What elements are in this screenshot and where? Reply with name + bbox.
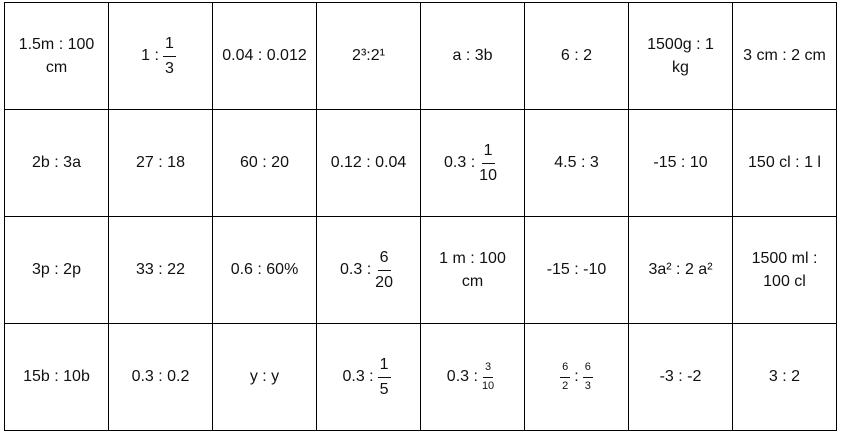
cell: 33 : 22 <box>108 216 213 324</box>
cell: 2b : 3a <box>4 109 109 217</box>
cell-text: 0.3 : <box>444 154 476 172</box>
numerator: 1 <box>377 355 391 378</box>
cell-text: 1 : <box>141 47 159 65</box>
numerator: 3 <box>483 361 494 378</box>
cell: 3 : 2 <box>732 323 837 431</box>
cell: 0.3 :6 20 <box>316 216 421 324</box>
cell: 6 : 2 <box>524 2 629 110</box>
cell: 1.5m : 100 cm <box>4 2 109 110</box>
numerator: 6 <box>377 248 391 271</box>
denominator: 20 <box>375 273 393 291</box>
fraction: 3 10 <box>482 361 494 392</box>
numerator: 1 <box>481 141 495 164</box>
cell: -15 : 10 <box>628 109 733 217</box>
numerator: 6 <box>560 361 571 378</box>
cell: 4.5 : 3 <box>524 109 629 217</box>
fraction: 6 20 <box>375 248 393 291</box>
cell: 0.3 : 0.2 <box>108 323 213 431</box>
table-row: 2b : 3a 27 : 18 60 : 20 0.12 : 0.04 0.3 :1 10… <box>4 109 837 217</box>
cell: 60 : 20 <box>212 109 317 217</box>
cell: 1500 ml : 100 cl <box>732 216 837 324</box>
denominator: 3 <box>164 59 174 77</box>
cell-text: 0.3 : <box>340 261 372 279</box>
cell: 1 m : 100 cm <box>420 216 525 324</box>
denominator: 5 <box>379 380 389 398</box>
cell: -3 : -2 <box>628 323 733 431</box>
cell: 0.3 :1 10 <box>420 109 525 217</box>
table-row: 15b : 10b 0.3 : 0.2 y : y 0.3 :1 5 0.3 :3 10 6 2… <box>4 323 837 431</box>
cell: 0.3 : 3 10 <box>420 323 525 431</box>
cell: 27 : 18 <box>108 109 213 217</box>
cell: 3a² : 2 a² <box>628 216 733 324</box>
denominator: 3 <box>584 379 591 392</box>
table-row: 3p : 2p 33 : 22 0.6 : 60% 0.3 :6 20 1 m : 100… <box>4 216 837 324</box>
cell-text: 0.3 : <box>446 368 478 386</box>
cell: 1500g : 1 kg <box>628 2 733 110</box>
fraction: 1 10 <box>479 141 497 184</box>
cell: 15b : 10b <box>4 323 109 431</box>
cell: 3p : 2p <box>4 216 109 324</box>
cell: 2³:2¹ <box>316 2 421 110</box>
cell: y : y <box>212 323 317 431</box>
table-row: 1.5m : 100 cm 1 :1 3 0.04 : 0.012 2³:2¹ a : 3… <box>4 2 837 110</box>
cell: a : 3b <box>420 2 525 110</box>
cell: 150 cl : 1 l <box>732 109 837 217</box>
cell: 3 cm : 2 cm <box>732 2 837 110</box>
cell: 0.12 : 0.04 <box>316 109 421 217</box>
cell: 0.6 : 60% <box>212 216 317 324</box>
numerator: 6 <box>582 361 593 378</box>
numerator: 1 <box>162 34 176 57</box>
denominator: 2 <box>562 379 569 392</box>
cell: 0.04 : 0.012 <box>212 2 317 110</box>
cell: -15 : -10 <box>524 216 629 324</box>
denominator: 10 <box>481 379 495 392</box>
denominator: 10 <box>479 166 497 184</box>
cell-text: 0.3 : <box>342 368 374 386</box>
ratio-table: 1.5m : 100 cm 1 :1 3 0.04 : 0.012 2³:2¹ a : 3… <box>4 2 837 431</box>
cell-text: : <box>574 368 579 386</box>
